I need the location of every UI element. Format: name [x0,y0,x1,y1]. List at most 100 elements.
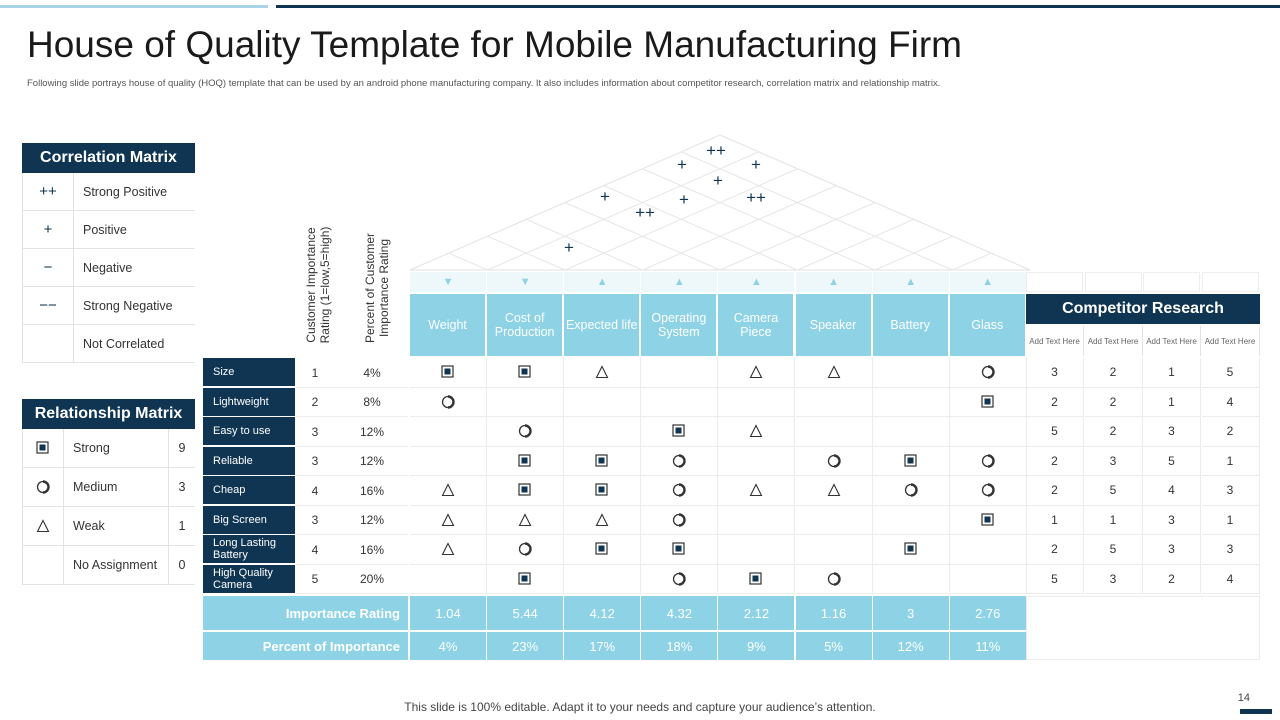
competitor-rating: 5 [1084,476,1143,506]
relationship-cell [410,358,488,388]
medium-relationship-icon [673,483,686,497]
competitor-rating: 3 [1143,535,1201,565]
competitor-rating: 1 [1201,505,1260,535]
relationship-symbol-cell [23,546,64,584]
importance-rating-result: 4.12 [564,596,641,630]
relationship-cell [564,564,642,594]
customer-requirement: Size [203,358,295,386]
strong-relationship-icon [672,542,685,555]
maximize-arrow-icon: ▲ [564,272,641,292]
relationship-cell [718,417,796,447]
relationship-cell [718,535,796,565]
competitor-grid-cell [1084,272,1142,292]
importance-rating-value: 1 [311,365,319,380]
relationship-cell [564,358,642,388]
relationship-symbol-cell [23,429,64,467]
medium-relationship-icon [36,480,50,494]
weak-relationship-icon [750,424,763,438]
correlation-legend: Correlation Matrix ++ Strong Positive + Pos… [22,143,195,363]
relationship-cell [718,505,796,535]
roof-correlation-mark: ++ [746,188,766,207]
customer-requirement: Big Screen [203,505,295,534]
competitor-research-title: Competitor Research [1026,294,1260,324]
percent-importance-value: 12% [359,454,385,469]
competitor-column-header: Add Text Here [1026,326,1084,356]
weak-relationship-icon [827,483,840,497]
relationship-cell [795,387,873,417]
relationship-cell [410,564,488,594]
correlation-symbol: ++ [23,173,74,210]
competitor-rating: 2 [1084,358,1143,388]
footer-note: This slide is 100% editable. Adapt it to… [404,700,876,714]
competitor-rating: 4 [1201,564,1260,594]
relationship-legend-title: Relationship Matrix [22,399,195,429]
roof-correlation-mark: + [564,238,574,257]
competitor-rating: 5 [1026,564,1084,594]
relationship-cell [641,358,719,388]
percent-of-importance-result: 4% [410,632,487,660]
strong-relationship-icon [36,441,49,454]
weak-relationship-icon [827,365,840,379]
page-number-bar [1240,709,1272,714]
relationship-cell [718,476,796,506]
relationship-cell [641,505,719,535]
relationship-cell [718,387,796,417]
competitor-rating: 1 [1084,505,1143,535]
competitor-column-header: Add Text Here [1143,326,1201,356]
strong-relationship-icon [981,395,994,408]
relationship-cell [410,535,488,565]
relationship-legend: Relationship Matrix Strong 9 Medium 3 Weak 1 N… [22,399,195,585]
engineering-column-header: Glass [949,294,1025,356]
minimize-arrow-icon: ▼ [487,272,564,292]
relationship-cell [795,505,873,535]
relationship-cell [795,476,873,506]
strong-relationship-icon [749,572,763,585]
correlation-symbol [23,325,74,362]
percent-of-importance-result: 11% [949,632,1026,660]
engineering-column-header: Camera Piece [718,294,794,356]
importance-rating-result: 5.44 [487,596,564,630]
competitor-rating: 5 [1084,535,1143,565]
customer-requirement: Easy to use [203,417,295,445]
relationship-cell [487,505,565,535]
competitor-rating: 5 [1201,358,1260,388]
relationship-label: Strong [73,441,110,455]
competitor-rating: 2 [1026,387,1084,417]
correlation-label: Strong Negative [83,298,173,313]
relationship-symbol-cell [23,507,64,545]
importance-rating-result: 3 [872,596,949,630]
relationship-cell [641,446,719,476]
strong-relationship-icon [904,454,917,467]
relationship-cell [564,476,642,506]
customer-requirement: Reliable [203,446,295,475]
relationship-label: Medium [73,480,118,494]
percent-importance-value: 8% [363,395,381,410]
importance-rating-value: 3 [311,513,319,528]
row-divider [296,534,408,535]
weak-relationship-icon [36,519,50,533]
relationship-cell [872,505,950,535]
maximize-arrow-icon: ▲ [718,272,795,292]
competitor-rating: 4 [1143,476,1201,506]
relationship-cell [487,446,565,476]
strong-relationship-icon [904,542,917,555]
relationship-cell [795,417,873,447]
relationship-legend-row: Weak 1 [23,507,195,546]
competitor-column-header: Add Text Here [1202,326,1260,356]
customer-requirement: High Quality Camera [203,564,295,593]
correlation-label: Negative [83,260,133,275]
roof-correlation-mark: + [679,190,689,209]
row-divider [296,563,408,565]
percent-of-importance-result: 5% [795,632,872,660]
importance-rating-value: 4 [311,483,319,498]
medium-relationship-icon [981,454,995,468]
relationship-cell [795,446,873,476]
competitor-rating: 1 [1143,387,1201,417]
roof-correlation-mark: + [713,171,723,190]
engineering-column-header: Expected life [564,294,640,356]
weak-relationship-icon [750,365,763,379]
percent-importance-value: 16% [359,542,385,557]
relationship-cell [949,358,1027,388]
strong-relationship-icon [518,572,531,585]
top-accent-bar-dark [276,5,1280,8]
